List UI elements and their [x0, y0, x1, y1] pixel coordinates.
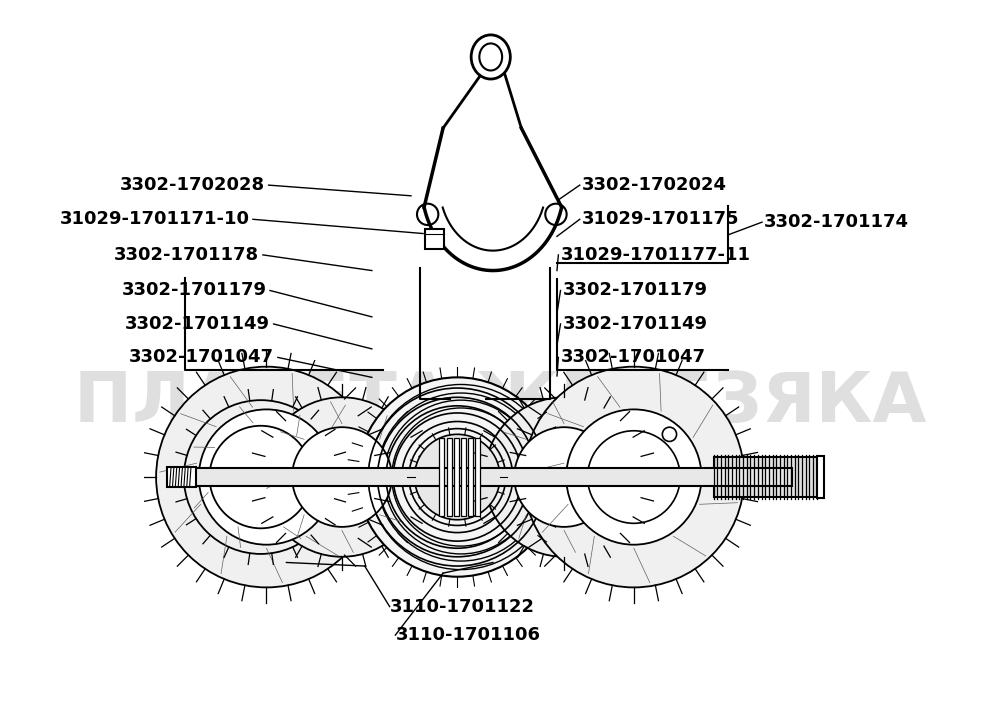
- Bar: [180, 468, 792, 486]
- Circle shape: [415, 434, 500, 520]
- Text: 3302-1701178: 3302-1701178: [114, 246, 259, 264]
- Text: ПЛАНЕТА ЖЕЛЕЗЯКА: ПЛАНЕТА ЖЕЛЕЗЯКА: [74, 369, 926, 436]
- Text: 3110-1701122: 3110-1701122: [390, 597, 535, 616]
- Text: 3302-1702024: 3302-1702024: [582, 176, 727, 194]
- Circle shape: [358, 377, 557, 577]
- Text: 3302-1701047: 3302-1701047: [129, 348, 274, 367]
- Text: 3302-1701179: 3302-1701179: [563, 281, 708, 300]
- Bar: [447, 438, 452, 516]
- Bar: [817, 456, 824, 498]
- Circle shape: [210, 426, 312, 528]
- Circle shape: [184, 400, 338, 554]
- Text: 3302-1701047: 3302-1701047: [561, 348, 706, 367]
- Text: 31029-1701175: 31029-1701175: [582, 210, 739, 229]
- Circle shape: [484, 397, 644, 557]
- Text: 31029-1701177-11: 31029-1701177-11: [561, 246, 751, 264]
- Bar: [425, 229, 444, 249]
- Circle shape: [566, 409, 701, 545]
- Bar: [439, 438, 444, 516]
- Circle shape: [292, 427, 392, 527]
- Circle shape: [156, 367, 377, 587]
- Circle shape: [514, 427, 614, 527]
- Circle shape: [262, 397, 422, 557]
- Bar: [468, 438, 473, 516]
- Bar: [475, 438, 480, 516]
- Circle shape: [523, 367, 744, 587]
- Text: 3302-1702028: 3302-1702028: [120, 176, 265, 194]
- Bar: [461, 438, 466, 516]
- Text: 3302-1701149: 3302-1701149: [125, 315, 270, 333]
- Text: 3110-1701106: 3110-1701106: [395, 626, 540, 644]
- Bar: [167, 467, 196, 487]
- Text: 3302-1701179: 3302-1701179: [121, 281, 266, 300]
- Text: 31029-1701171-10: 31029-1701171-10: [59, 210, 249, 229]
- Bar: [714, 458, 817, 497]
- Circle shape: [199, 409, 334, 545]
- Text: 3302-1701174: 3302-1701174: [763, 213, 908, 231]
- Text: 3302-1701149: 3302-1701149: [563, 315, 708, 333]
- Bar: [454, 438, 459, 516]
